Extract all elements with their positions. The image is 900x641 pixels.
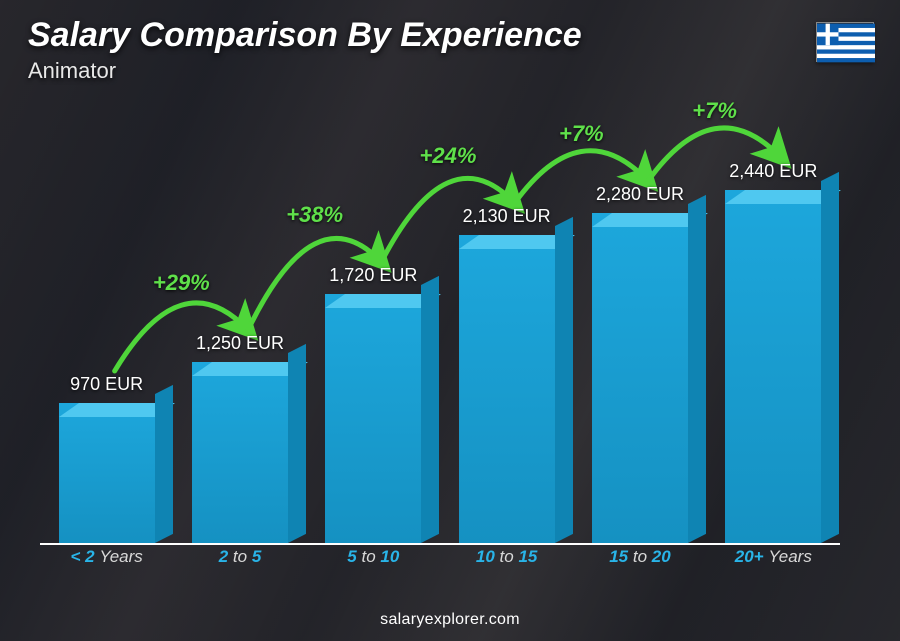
bar — [59, 403, 155, 543]
bar-front-face — [459, 235, 555, 543]
flag-svg — [817, 23, 875, 63]
bar-value-label: 2,130 EUR — [463, 206, 551, 227]
bar-wrap: 1,720 EUR — [314, 265, 432, 543]
bar-front-face — [192, 362, 288, 543]
baseline — [40, 543, 840, 545]
bar-side-face — [155, 385, 173, 543]
bar-front-face — [59, 403, 155, 543]
bar-side-face — [688, 195, 706, 543]
bar — [325, 294, 421, 543]
bar-side-face — [555, 217, 573, 543]
x-axis-label: 15 to 20 — [581, 547, 699, 571]
bar-value-label: 1,250 EUR — [196, 333, 284, 354]
bar — [592, 213, 688, 543]
footer-credit: salaryexplorer.com — [0, 611, 900, 629]
x-axis-label: 2 to 5 — [181, 547, 299, 571]
x-axis-label: < 2 Years — [48, 547, 166, 571]
x-axis-label: 20+ Years — [714, 547, 832, 571]
bar-wrap: 2,130 EUR — [448, 206, 566, 543]
bar — [192, 362, 288, 543]
bar-value-label: 970 EUR — [70, 374, 143, 395]
bar-front-face — [592, 213, 688, 543]
bar-front-face — [725, 190, 821, 543]
bar-wrap: 2,280 EUR — [581, 184, 699, 543]
bar-value-label: 2,440 EUR — [729, 161, 817, 182]
greece-flag-icon — [816, 22, 874, 62]
infographic-stage: Salary Comparison By Experience Animator… — [0, 0, 900, 641]
bar-wrap: 1,250 EUR — [181, 333, 299, 543]
chart-title: Salary Comparison By Experience — [28, 16, 582, 55]
bar-chart: +29%+38%+24%+7%+7% 970 EUR1,250 EUR1,720… — [40, 100, 840, 571]
bars-container: 970 EUR 1,250 EUR 1,720 EUR 2,130 EUR 2,280 … — [40, 100, 840, 543]
bar-wrap: 2,440 EUR — [714, 161, 832, 543]
bar — [725, 190, 821, 543]
bar-wrap: 970 EUR — [48, 374, 166, 543]
x-axis-label: 10 to 15 — [448, 547, 566, 571]
bar-value-label: 1,720 EUR — [329, 265, 417, 286]
x-axis-label: 5 to 10 — [314, 547, 432, 571]
chart-subtitle: Animator — [28, 58, 116, 84]
bar-value-label: 2,280 EUR — [596, 184, 684, 205]
x-labels: < 2 Years 2 to 5 5 to 10 10 to 15 15 to 20 20… — [40, 547, 840, 571]
bar-side-face — [421, 276, 439, 543]
bar-front-face — [325, 294, 421, 543]
bar — [459, 235, 555, 543]
bar-side-face — [288, 344, 306, 543]
bar-side-face — [821, 172, 839, 543]
